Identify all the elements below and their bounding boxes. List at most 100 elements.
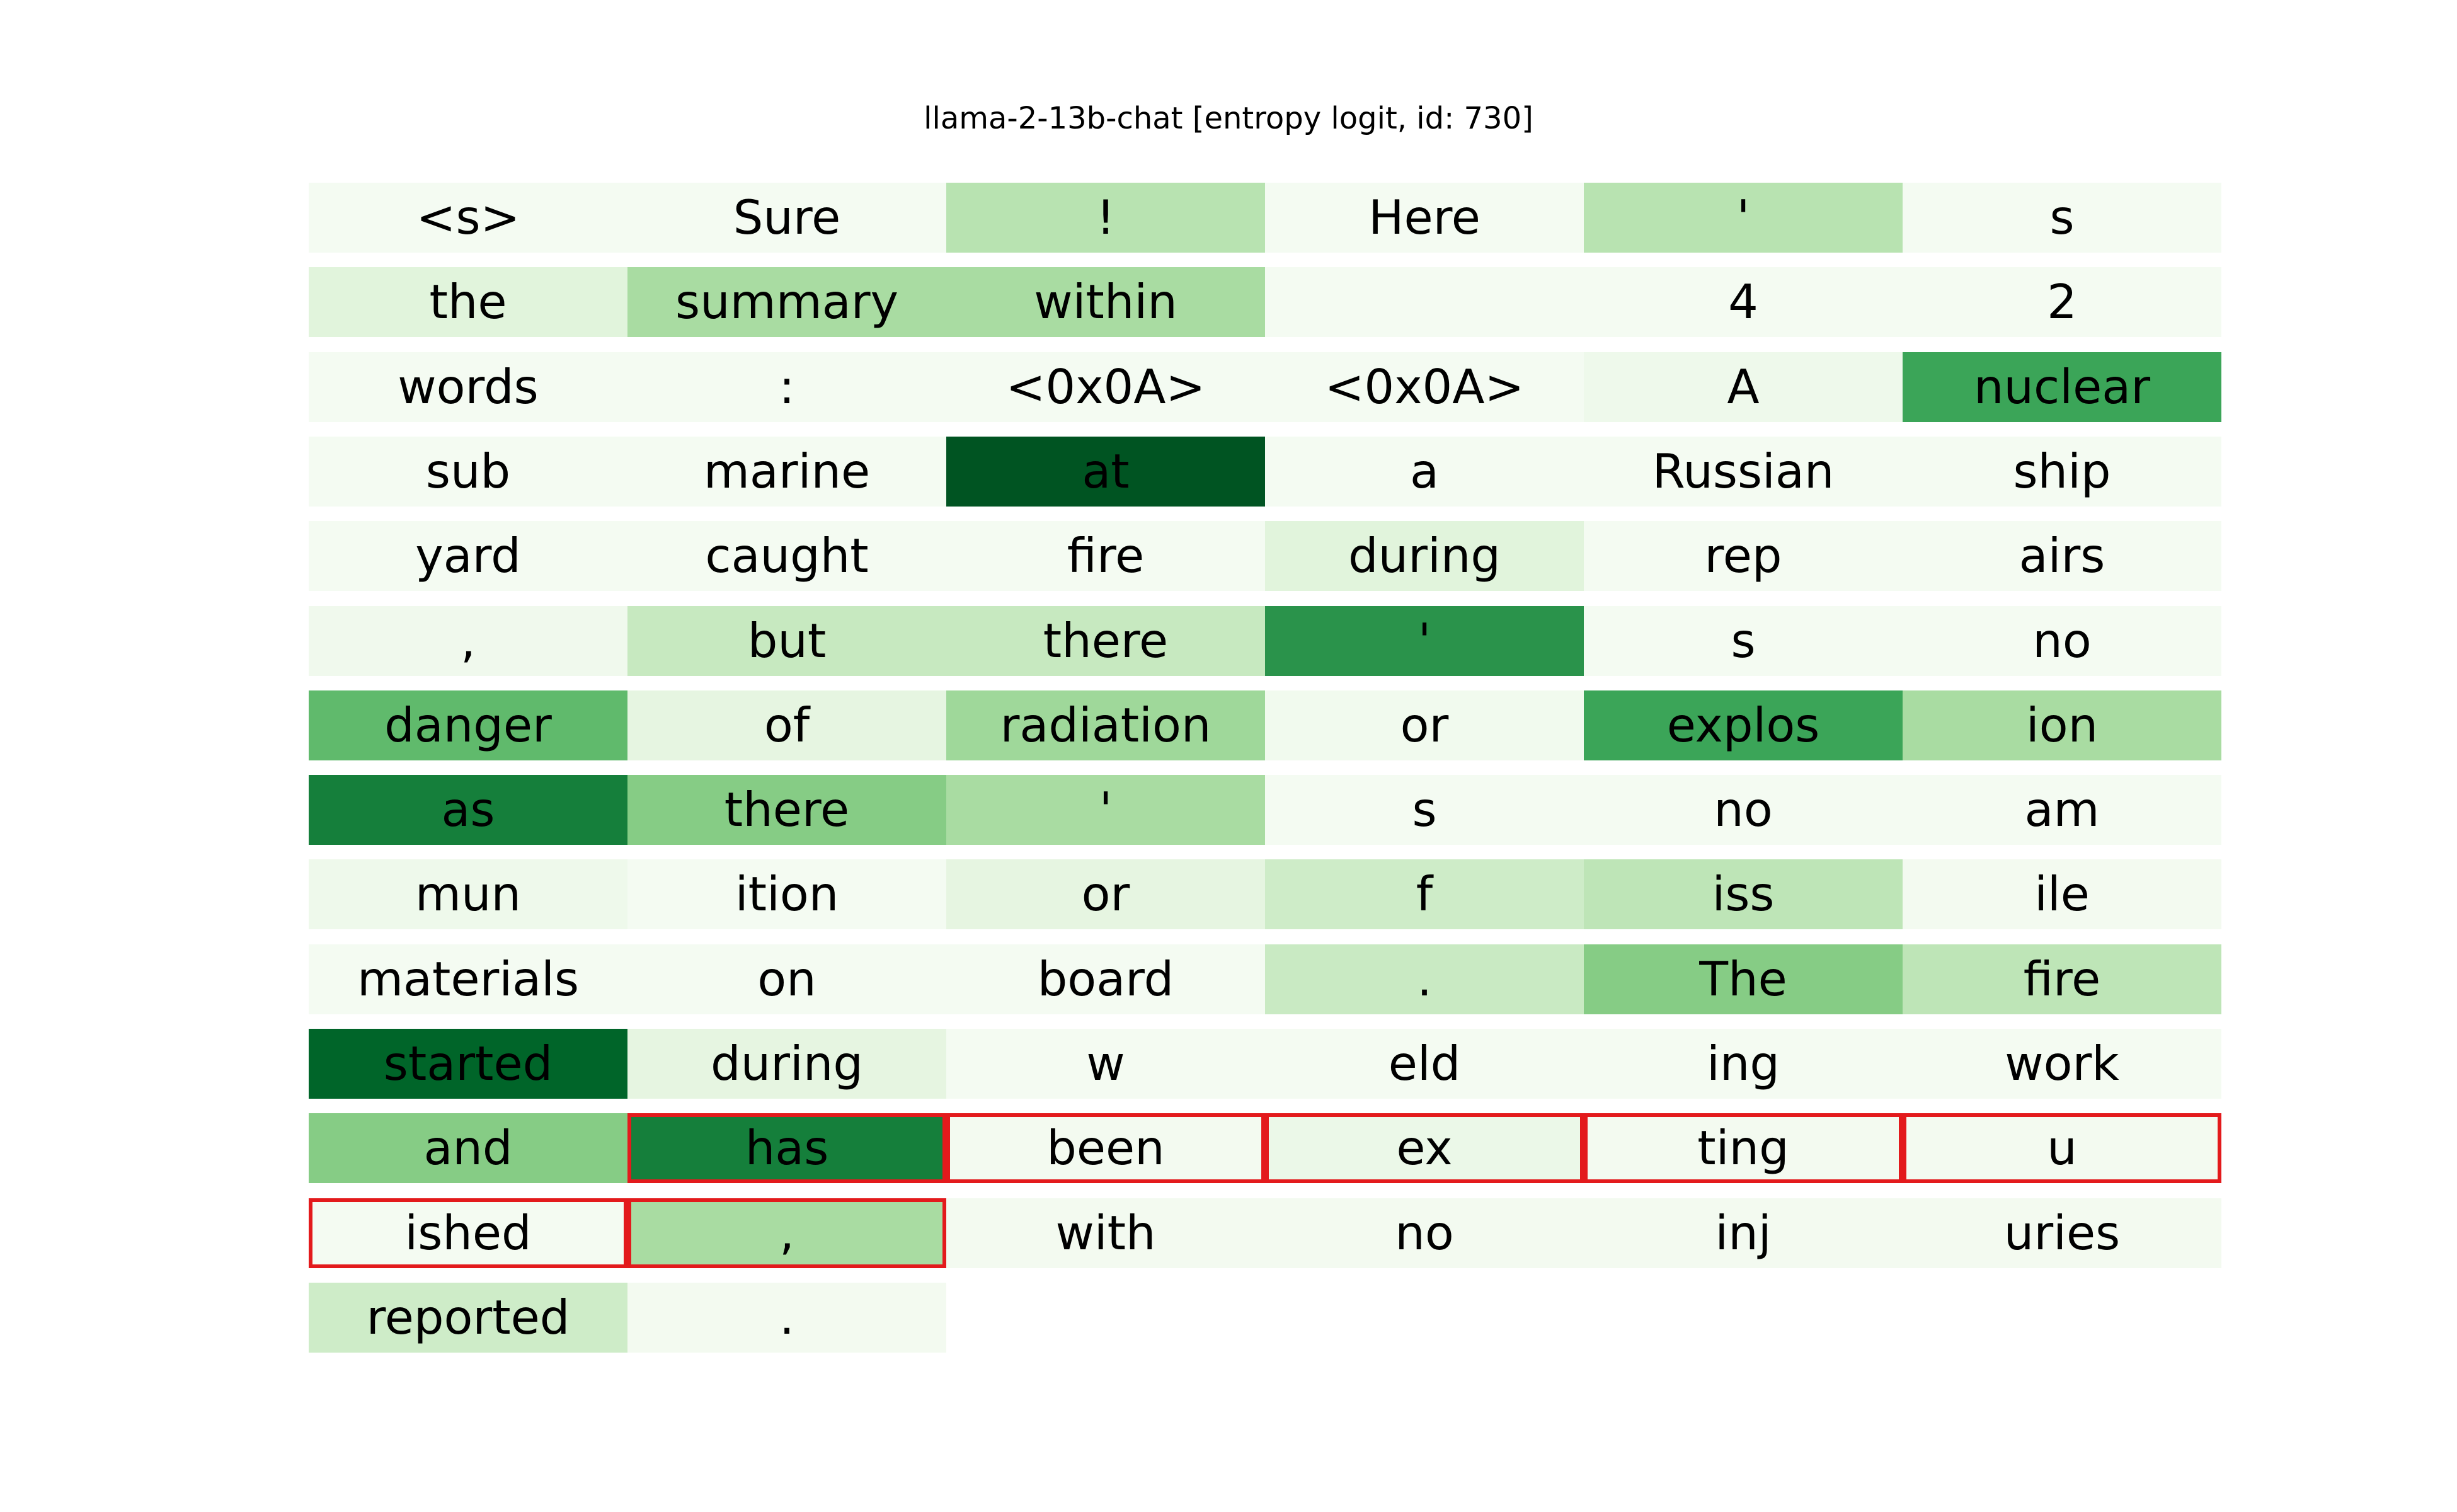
token-cell: !	[946, 183, 1265, 253]
token-cell: explos	[1584, 690, 1903, 760]
token-cell: been	[946, 1113, 1265, 1183]
token-label: and	[423, 1120, 513, 1176]
token-cell: <0x0A>	[946, 352, 1265, 422]
token-cell: Here	[1265, 183, 1584, 253]
token-cell: 2	[1903, 267, 2221, 337]
token-cell: has	[627, 1113, 946, 1183]
token-label: as	[441, 782, 495, 837]
token-cell: radiation	[946, 690, 1265, 760]
token-label: Russian	[1652, 444, 1835, 499]
token-cell: and	[309, 1113, 627, 1183]
token-label: <0x0A>	[1324, 359, 1525, 415]
token-label: work	[2005, 1036, 2119, 1091]
token-cell: yard	[309, 521, 627, 591]
token-cell: marine	[627, 437, 946, 507]
token-label: nuclear	[1973, 359, 2151, 415]
token-cell: mun	[309, 859, 627, 929]
token-label: no	[1714, 782, 1773, 837]
token-cell: no	[1584, 775, 1903, 845]
token-cell: Sure	[627, 183, 946, 253]
token-cell: f	[1265, 859, 1584, 929]
token-cell: '	[946, 775, 1265, 845]
token-label: at	[1082, 444, 1130, 499]
token-label: materials	[357, 951, 580, 1007]
token-cell: airs	[1903, 521, 2221, 591]
token-cell: sub	[309, 437, 627, 507]
token-label: within	[1034, 274, 1177, 329]
token-cell: nuclear	[1903, 352, 2221, 422]
token-cell: eld	[1265, 1029, 1584, 1099]
token-label: on	[757, 951, 816, 1007]
token-label: u	[2047, 1120, 2077, 1176]
token-cell: there	[627, 775, 946, 845]
token-cell: 4	[1584, 267, 1903, 337]
token-label: has	[745, 1120, 829, 1176]
token-label: 4	[1728, 274, 1758, 329]
token-cell: uries	[1903, 1198, 2221, 1268]
token-label: or	[1400, 697, 1449, 753]
token-label: of	[764, 697, 810, 753]
chart-title: llama-2-13b-chat [entropy logit, id: 730…	[924, 101, 1533, 136]
token-cell: w	[946, 1029, 1265, 1099]
token-cell	[1265, 267, 1584, 337]
token-cell: reported	[309, 1283, 627, 1353]
token-cell: as	[309, 775, 627, 845]
token-cell: '	[1265, 606, 1584, 676]
token-label: radiation	[1000, 697, 1211, 753]
token-cell: at	[946, 437, 1265, 507]
token-label: !	[1096, 190, 1116, 245]
token-label: eld	[1388, 1036, 1461, 1091]
token-label: ile	[2034, 866, 2090, 922]
token-cell: .	[1265, 944, 1584, 1014]
token-label: during	[711, 1036, 863, 1091]
token-cell: with	[946, 1198, 1265, 1268]
token-cell: no	[1265, 1198, 1584, 1268]
token-cell: A	[1584, 352, 1903, 422]
token-cell: words	[309, 352, 627, 422]
token-label: or	[1081, 866, 1130, 922]
token-cell: Russian	[1584, 437, 1903, 507]
token-label: ing	[1707, 1036, 1780, 1091]
token-cell: ished	[309, 1198, 627, 1268]
token-cell: ex	[1265, 1113, 1584, 1183]
token-cell: ship	[1903, 437, 2221, 507]
token-label: ,	[779, 1205, 794, 1261]
token-label: inj	[1715, 1205, 1772, 1261]
token-cell: <0x0A>	[1265, 352, 1584, 422]
token-label: s	[1731, 613, 1756, 668]
token-cell: board	[946, 944, 1265, 1014]
token-label: '	[1736, 190, 1750, 245]
token-cell: ting	[1584, 1113, 1903, 1183]
token-cell: summary	[627, 267, 946, 337]
token-cell: ition	[627, 859, 946, 929]
token-label: .	[779, 1290, 794, 1345]
token-cell: s	[1903, 183, 2221, 253]
token-label: ion	[2025, 697, 2099, 753]
token-label: mun	[415, 866, 522, 922]
token-label: .	[1417, 951, 1432, 1007]
token-label: Here	[1368, 190, 1480, 245]
token-label: <s>	[416, 190, 520, 245]
token-label: fire	[2023, 951, 2101, 1007]
token-cell: or	[1265, 690, 1584, 760]
token-label: 2	[2047, 274, 2077, 329]
token-cell: s	[1584, 606, 1903, 676]
token-cell: ile	[1903, 859, 2221, 929]
token-label: explos	[1666, 697, 1820, 753]
token-cell: started	[309, 1029, 627, 1099]
token-label: no	[1395, 1205, 1454, 1261]
token-cell: work	[1903, 1029, 2221, 1099]
token-cell: the	[309, 267, 627, 337]
token-cell: there	[946, 606, 1265, 676]
token-label: the	[429, 274, 507, 329]
token-cell: inj	[1584, 1198, 1903, 1268]
token-cell: fire	[1903, 944, 2221, 1014]
token-cell: The	[1584, 944, 1903, 1014]
token-label: ship	[2013, 444, 2111, 499]
token-cell: u	[1903, 1113, 2221, 1183]
token-cell: s	[1265, 775, 1584, 845]
token-cell: ,	[309, 606, 627, 676]
token-cell: .	[627, 1283, 946, 1353]
token-label: s	[1412, 782, 1437, 837]
